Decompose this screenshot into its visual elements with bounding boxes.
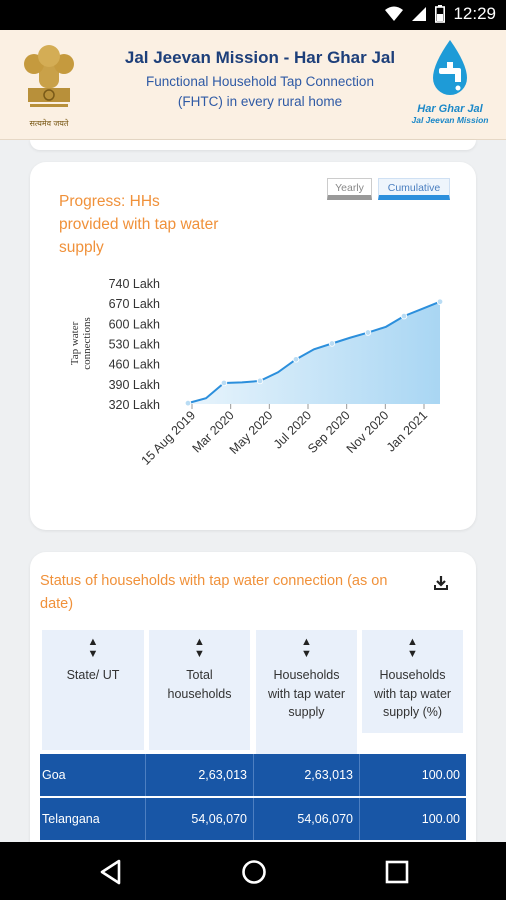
y-tick-label: 530 Lakh [109, 338, 160, 352]
data-point [292, 356, 300, 363]
data-point [328, 340, 336, 347]
sort-icon[interactable]: ▲ ▼ [87, 636, 99, 660]
column-header-label: Total households [167, 668, 232, 701]
cell-with-tap: 2,63,013 [254, 754, 360, 796]
system-nav-bar [0, 842, 506, 900]
y-tick-label: 460 Lakh [109, 358, 160, 372]
recents-icon[interactable] [383, 858, 411, 886]
data-point [400, 312, 408, 320]
logo-line2: Jal Jeevan Mission [411, 115, 489, 125]
cell-total: 2,63,013 [146, 754, 254, 796]
back-icon[interactable] [97, 858, 125, 886]
series-line [187, 300, 441, 405]
logo-line1: Har Ghar Jal [417, 103, 483, 115]
app-header: सत्यमेव जयते Jal Jeevan Mission - Har Gh… [0, 30, 506, 140]
x-tick-label: Nov 2020 [344, 408, 392, 456]
column-header-percent[interactable]: ▲ ▼ Households with tap water supply (%) [362, 630, 463, 733]
series-area [188, 301, 440, 404]
y-tick-label: 390 Lakh [109, 378, 160, 392]
data-point [436, 298, 444, 305]
national-emblem-logo: सत्यमेव जयते [18, 38, 80, 133]
emblem-caption: सत्यमेव जयते [29, 119, 69, 128]
status-time: 12:29 [453, 4, 496, 23]
water-drop-tap-icon [433, 40, 467, 95]
column-header-total[interactable]: ▲ ▼ Total households [149, 630, 250, 750]
column-header-state[interactable]: ▲ ▼ State/ UT [42, 630, 144, 750]
header-title: Jal Jeevan Mission - Har Ghar Jal [124, 48, 396, 67]
x-tick-label: Jan 2021 [384, 408, 430, 454]
column-header-with-tap[interactable]: ▲ ▼ Households with tap water supply [256, 630, 357, 754]
cell-state: Goa [40, 754, 146, 796]
data-point [184, 399, 192, 407]
y-axis-label: Tap waterconnections [69, 317, 93, 370]
table-title: Status of households with tap water conn… [40, 573, 388, 612]
cumulative-toggle-button[interactable]: Cumulative [378, 178, 450, 200]
home-icon[interactable] [240, 858, 268, 886]
chart-title: Progress: HHs provided with tap water su… [59, 193, 219, 256]
battery-icon [435, 5, 446, 23]
y-tick-label: 670 Lakh [109, 297, 160, 311]
progress-chart-card: Progress: HHs provided with tap water su… [30, 162, 476, 530]
download-icon[interactable] [432, 574, 450, 592]
column-header-label: Households with tap water supply [267, 668, 346, 719]
data-point [256, 377, 264, 385]
data-point [220, 379, 228, 387]
progress-area-chart: 740 Lakh 670 Lakh 600 Lakh 530 Lakh 460 Lakh… [69, 277, 444, 468]
table-row[interactable]: Telangana 54,06,070 54,06,070 100.00 [40, 798, 466, 840]
cell-percent: 100.00 [421, 768, 460, 782]
y-tick-label: 320 Lakh [109, 398, 160, 412]
sort-icon[interactable]: ▲ ▼ [301, 636, 312, 660]
table-row[interactable]: Goa 2,63,013 2,63,013 100.00 [40, 754, 466, 796]
status-table-card: Status of households with tap water conn… [30, 552, 476, 852]
y-tick-label: 740 Lakh [109, 277, 160, 291]
data-point [364, 329, 372, 336]
status-bar: 12:29 [0, 0, 506, 30]
cell-state: Telangana [40, 798, 146, 840]
column-header-label: Households with tap water supply (%) [373, 668, 452, 719]
previous-card-edge [30, 140, 476, 150]
wifi-icon [385, 6, 404, 21]
signal-icon [412, 7, 427, 21]
yearly-toggle-button[interactable]: Yearly [327, 178, 372, 200]
column-header-label: State/ UT [66, 668, 120, 682]
header-subtitle-line2: (FHTC) in every rural home [177, 94, 343, 109]
cell-percent: 100.00 [421, 812, 460, 826]
sort-icon[interactable]: ▲ ▼ [194, 636, 205, 660]
cell-total: 54,06,070 [146, 798, 254, 840]
sort-icon[interactable]: ▲ ▼ [407, 636, 418, 660]
y-tick-label: 600 Lakh [109, 317, 160, 331]
cell-with-tap: 54,06,070 [254, 798, 360, 840]
header-subtitle-line1: Functional Household Tap Connection [146, 74, 374, 89]
har-ghar-jal-logo: Har Ghar Jal Jal Jeevan Mission [410, 38, 490, 133]
x-tick-label: 15 Aug 2019 [139, 408, 199, 468]
